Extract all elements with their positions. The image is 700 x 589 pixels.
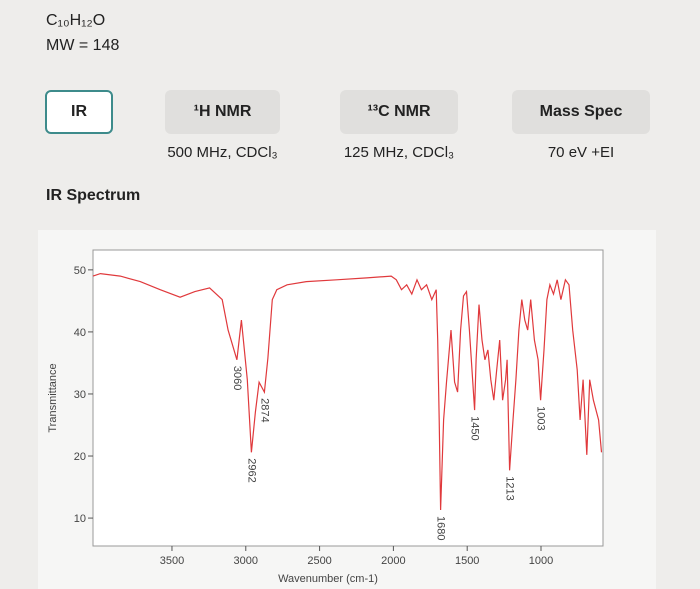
peak-label: 1003 bbox=[535, 406, 547, 430]
x-tick-label: 1500 bbox=[455, 555, 479, 567]
y-tick-label: 10 bbox=[74, 513, 86, 525]
tab[interactable]: ¹³C NMR bbox=[340, 90, 458, 134]
tab[interactable]: Mass Spec bbox=[512, 90, 650, 134]
section-title: IR Spectrum bbox=[46, 187, 141, 204]
peak-label: 1680 bbox=[435, 516, 447, 540]
y-tick-label: 20 bbox=[74, 451, 86, 463]
peak-label: 2962 bbox=[245, 458, 257, 482]
tab-subtitle: 125 MHz, CDCl₃ bbox=[343, 144, 455, 161]
x-tick-label: 2500 bbox=[307, 555, 331, 567]
ir-chart: 10 20 30 40 50 3500 3000 2500 2000 1500 1000 Wavenu… bbox=[38, 230, 656, 589]
tab-subtitle: 70 eV +EI bbox=[547, 144, 615, 161]
x-axis-label: Wavenumber (cm-1) bbox=[278, 573, 378, 585]
peak-label: 1450 bbox=[469, 416, 481, 440]
x-tick-label: 3000 bbox=[234, 555, 258, 567]
x-tick-label: 3500 bbox=[160, 555, 184, 567]
peak-label: 2874 bbox=[258, 398, 270, 422]
y-tick-label: 40 bbox=[74, 327, 86, 339]
x-tick-label: 2000 bbox=[381, 555, 405, 567]
plot-frame bbox=[92, 249, 604, 547]
tab-subtitle: 500 MHz, CDCl₃ bbox=[167, 144, 278, 161]
formula: C₁₀H₁₂O bbox=[46, 12, 106, 29]
y-axis-label: Transmittance bbox=[47, 363, 59, 432]
molecular-weight: MW = 148 bbox=[46, 37, 120, 54]
tab[interactable]: ¹H NMR bbox=[165, 90, 280, 134]
peak-label: 1213 bbox=[504, 476, 516, 500]
spectrum-line bbox=[92, 272, 603, 511]
y-tick-label: 30 bbox=[74, 389, 86, 401]
peak-label: 3060 bbox=[231, 366, 243, 390]
tab[interactable]: IR bbox=[45, 90, 113, 134]
x-tick-label: 1000 bbox=[529, 555, 553, 567]
y-tick-label: 50 bbox=[74, 265, 86, 277]
